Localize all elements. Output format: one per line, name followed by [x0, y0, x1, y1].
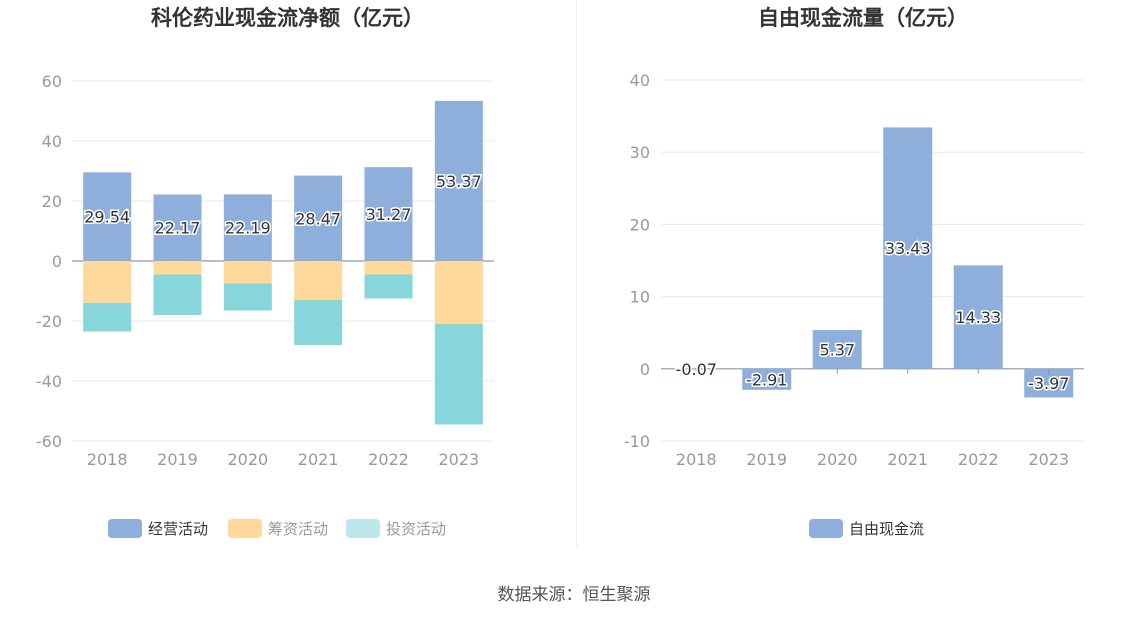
- financing-bar: [153, 261, 202, 275]
- panel-divider: [576, 0, 577, 548]
- financing-bar: [294, 261, 343, 300]
- financing-bar: [83, 261, 132, 303]
- operating-bar: [434, 100, 483, 261]
- right-x-tick-label: 2019: [746, 450, 787, 469]
- operating-bar: [294, 175, 343, 261]
- left-y-tick-label: 60: [42, 72, 62, 91]
- investing-bar: [153, 274, 202, 315]
- legend-label: 筹资活动: [268, 520, 328, 538]
- left-x-tick-label: 2018: [87, 450, 128, 469]
- cash-flow-net-chart-panel: 科伦药业现金流净额（亿元） 60 40 20 0 -20 -40 -60 29.54 2018 2…: [0, 0, 575, 560]
- cash-flow-net-chart: 60 40 20 0 -20 -40 -60 29.54 2018 22.17 2019 22.19 2…: [36, 72, 494, 538]
- legend-swatch: [108, 519, 142, 538]
- right-y-tick-label: 20: [630, 215, 650, 234]
- free-cash-flow-chart-title: 自由现金流量（亿元）: [758, 6, 968, 30]
- investing-bar: [294, 300, 343, 345]
- free-cash-flow-bar: [883, 127, 933, 369]
- operating-bar: [83, 172, 132, 261]
- left-y-tick-label: -20: [36, 312, 62, 331]
- free-cash-flow-bar: [742, 368, 792, 390]
- left-y-tick-label: -40: [36, 372, 62, 391]
- operating-bar: [153, 194, 202, 261]
- left-x-tick-label: 2020: [227, 450, 268, 469]
- right-x-tick-label: 2023: [1028, 450, 1069, 469]
- operating-data-label: 53.37: [436, 172, 482, 191]
- right-y-tick-label: -10: [624, 432, 650, 451]
- investing-bar: [83, 303, 132, 332]
- operating-data-label: 22.17: [155, 219, 201, 238]
- investing-bar: [223, 283, 272, 311]
- financing-bar: [364, 261, 413, 275]
- operating-bar: [223, 194, 272, 261]
- left-y-tick-label: 20: [42, 192, 62, 211]
- free-cash-flow-data-label: -0.07: [676, 360, 717, 379]
- left-x-tick-label: 2022: [368, 450, 409, 469]
- financing-bar: [434, 261, 483, 324]
- left-y-tick-label: -60: [36, 432, 62, 451]
- operating-data-label: 22.19: [225, 219, 271, 238]
- free-cash-flow-bar: [812, 330, 862, 369]
- investing-bar: [434, 324, 483, 425]
- financing-bar: [223, 261, 272, 284]
- right-y-tick-label: 10: [630, 288, 650, 307]
- left-y-tick-label: 40: [42, 132, 62, 151]
- left-x-tick-label: 2023: [438, 450, 479, 469]
- free-cash-flow-data-label: 33.43: [885, 239, 931, 258]
- operating-data-label: 28.47: [295, 209, 341, 228]
- operating-data-label: 31.27: [366, 205, 412, 224]
- operating-bar: [364, 167, 413, 261]
- right-y-tick-label: 40: [630, 71, 650, 90]
- free-cash-flow-data-label: 5.37: [819, 340, 855, 359]
- operating-data-label: 29.54: [84, 208, 130, 227]
- right-x-tick-label: 2018: [676, 450, 717, 469]
- right-y-tick-label: 30: [630, 143, 650, 162]
- data-source-note: 数据来源：恒生聚源: [497, 585, 651, 605]
- free-cash-flow-data-label: -2.91: [746, 370, 787, 389]
- left-x-tick-label: 2021: [298, 450, 339, 469]
- free-cash-flow-data-label: -3.97: [1028, 374, 1069, 393]
- free-cash-flow-bar: [953, 265, 1003, 369]
- legend-swatch: [346, 519, 380, 538]
- left-y-tick-label: 0: [52, 252, 62, 271]
- legend-swatch: [228, 519, 262, 538]
- cash-flow-net-chart-title: 科伦药业现金流净额（亿元）: [151, 6, 424, 30]
- legend-swatch: [809, 519, 843, 538]
- legend-label: 投资活动: [386, 520, 446, 538]
- right-x-tick-label: 2020: [817, 450, 858, 469]
- legend-label: 自由现金流: [849, 520, 924, 538]
- left-x-tick-label: 2019: [157, 450, 198, 469]
- investing-bar: [364, 274, 413, 299]
- right-x-tick-label: 2022: [958, 450, 999, 469]
- free-cash-flow-chart: 40 30 20 10 0 -10 -0.07 2018 -2.91 2019 5.37 2020 33…: [624, 71, 1084, 538]
- free-cash-flow-chart-panel: 自由现金流量（亿元） 40 30 20 10 0 -10 -0.07 2018 -2.91 201…: [578, 0, 1148, 560]
- legend-label: 经营活动: [148, 520, 208, 538]
- free-cash-flow-data-label: 14.33: [955, 308, 1001, 327]
- right-x-tick-label: 2021: [887, 450, 928, 469]
- right-y-tick-label: 0: [640, 360, 650, 379]
